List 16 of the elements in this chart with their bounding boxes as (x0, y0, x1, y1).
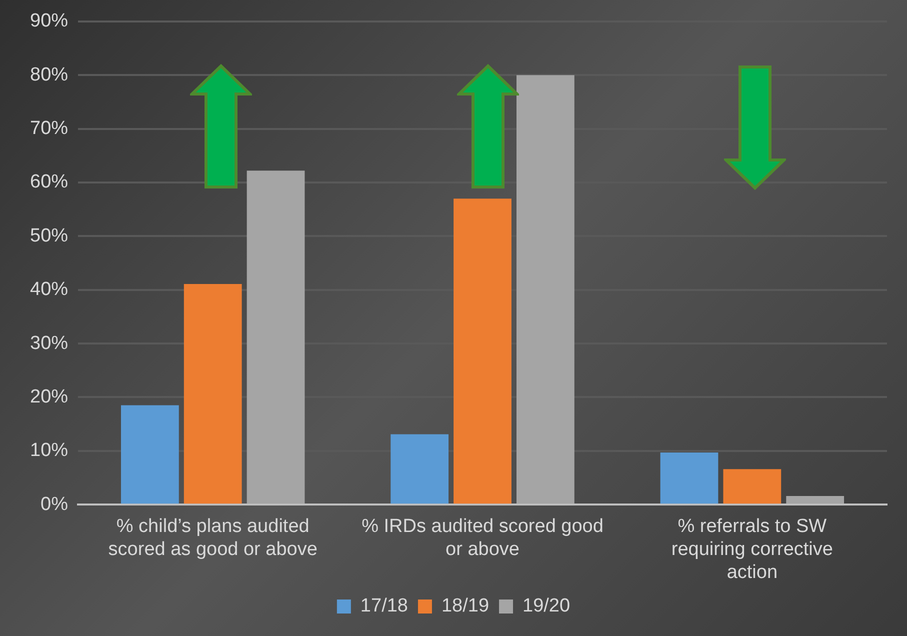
y-tick-label: 30% (30, 332, 68, 354)
y-tick-label: 60% (30, 172, 68, 193)
legend-label: 18/19 (441, 596, 490, 617)
x-tick-label: % IRDs audited scored good or above (362, 516, 604, 560)
y-tick-label: 20% (30, 386, 68, 408)
y-tick-label: 70% (30, 118, 68, 140)
x-tick-label: % child’s plans audited scored as good or above (108, 516, 318, 560)
legend-label: 17/18 (360, 596, 408, 617)
legend-label: 19/20 (522, 596, 570, 617)
y-tick-label: 80% (30, 64, 68, 86)
y-tick-label: 50% (30, 225, 68, 246)
y-tick-label: 90% (30, 10, 68, 32)
y-tick-label: 10% (30, 440, 68, 462)
y-tick-label: 0% (40, 494, 68, 515)
x-tick-label: % referrals to SW requiring corrective action (671, 516, 833, 583)
y-tick-label: 40% (30, 279, 68, 300)
